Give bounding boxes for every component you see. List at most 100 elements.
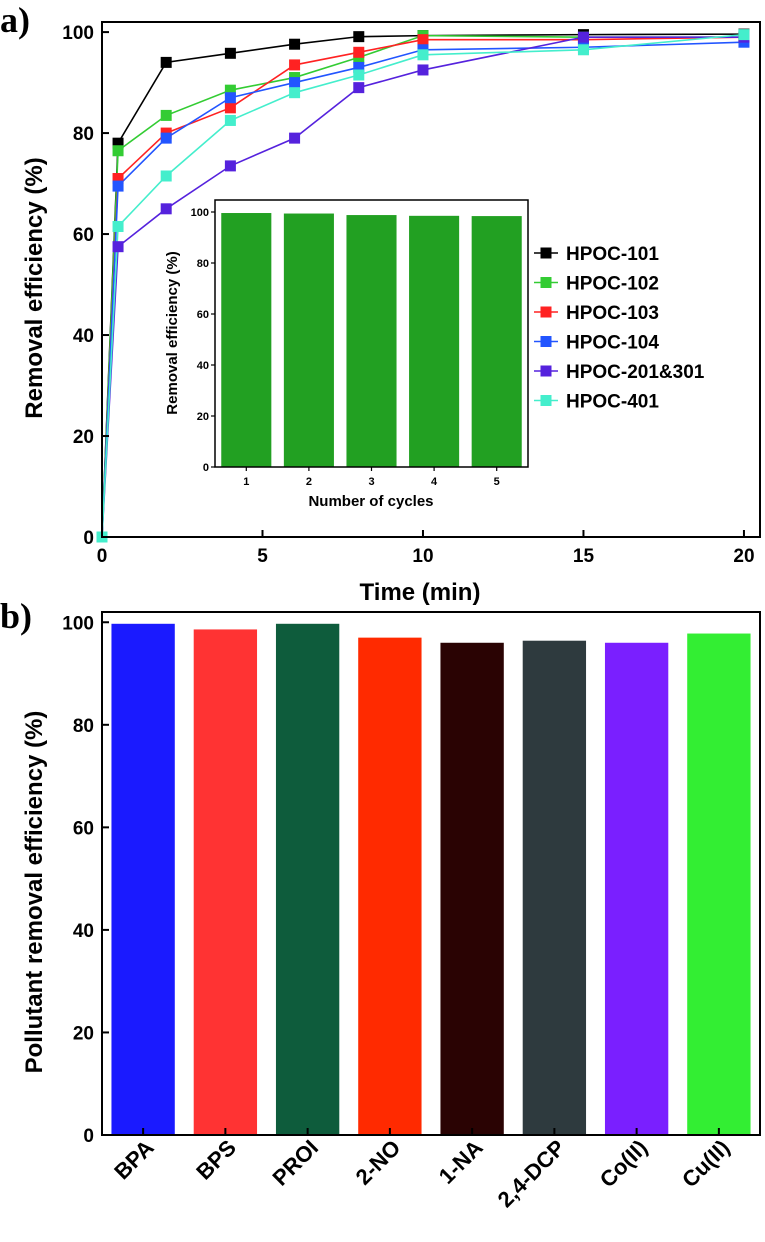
data-point-hpoc-104 [289, 77, 301, 89]
panel-a-y-axis-label: Removal efficiency (%) [21, 157, 48, 418]
inset-x-tick-label: 1 [243, 476, 249, 488]
data-point-hpoc-401 [353, 69, 365, 81]
a-x-tick-label: 5 [257, 546, 268, 567]
legend-label-hpoc-102: HPOC-102 [566, 274, 659, 295]
panel-a-y-ticks: 0 20 40 60 80 100 [62, 23, 109, 549]
legend-marker-hpoc-103 [540, 306, 552, 318]
a-y-tick-label: 80 [73, 124, 94, 145]
panel-a-legend: HPOC-101 HPOC-102 HPOC-103 HPOC-104 HPOC-201… [534, 244, 705, 413]
inset-x-tick-label: 2 [306, 476, 312, 488]
inset-y-tick-label: 80 [197, 258, 209, 270]
a-y-tick-label: 60 [73, 225, 94, 246]
a-y-tick-label: 0 [83, 528, 94, 549]
bar-2-4-dcp [522, 640, 587, 1135]
data-point-hpoc-201-301 [112, 241, 124, 253]
data-point-hpoc-102 [160, 109, 172, 121]
legend-marker-hpoc-201-301 [540, 365, 552, 377]
data-point-hpoc-102 [112, 145, 124, 157]
b-y-tick-label: 20 [73, 1023, 94, 1044]
inset-x-tick-label: 5 [494, 476, 500, 488]
data-point-hpoc-104 [112, 180, 124, 192]
data-point-hpoc-104 [224, 92, 236, 104]
inset-x-axis-label: Number of cycles [308, 493, 433, 510]
inset-bar-cycle-2 [283, 213, 334, 467]
a-y-tick-label: 40 [73, 326, 94, 347]
data-point-hpoc-103 [353, 46, 365, 58]
data-point-hpoc-101 [224, 47, 236, 59]
data-point-hpoc-401 [289, 87, 301, 99]
panel-a-frame [101, 21, 761, 538]
inset-x-tick-label: 3 [368, 476, 374, 488]
data-point-hpoc-102 [224, 84, 236, 96]
inset-x-tick-label: 4 [431, 476, 438, 488]
a-x-tick-label: 10 [412, 546, 433, 567]
inset-bar-cycle-3 [346, 215, 397, 467]
inset-y-tick-label: 60 [197, 309, 209, 321]
b-y-tick-label: 80 [73, 716, 94, 737]
data-point-hpoc-103 [289, 59, 301, 71]
data-point-hpoc-401 [112, 220, 124, 232]
data-point-hpoc-101 [289, 38, 301, 50]
inset-bars [221, 213, 522, 467]
bar-co-ii [604, 642, 669, 1135]
legend-marker-hpoc-104 [540, 336, 552, 347]
data-point-hpoc-101 [353, 31, 365, 43]
inset-bar-cycle-1 [221, 213, 272, 467]
a-x-tick-label: 0 [97, 546, 108, 567]
inset-y-ticks: 0 20 40 60 80 100 [191, 207, 215, 474]
legend-label-hpoc-201-301: HPOC-201&301 [566, 362, 705, 383]
b-y-tick-label: 100 [62, 613, 94, 634]
data-point-hpoc-201-301 [289, 132, 301, 144]
inset-y-tick-label: 0 [203, 462, 209, 474]
b-y-tick-label: 0 [83, 1126, 94, 1147]
data-point-hpoc-201-301 [577, 31, 589, 43]
legend-label-hpoc-103: HPOC-103 [566, 303, 659, 324]
legend-marker-hpoc-101 [540, 247, 552, 259]
panel-b-label: b) [0, 596, 32, 636]
panel-b-y-ticks: 0 20 40 60 80 100 [62, 613, 109, 1147]
data-point-hpoc-201-301 [160, 203, 172, 215]
data-point-hpoc-201-301 [353, 82, 365, 94]
bar-bpa [111, 623, 175, 1135]
a-y-tick-label: 20 [73, 427, 94, 448]
b-y-tick-label: 40 [73, 921, 94, 942]
data-point-hpoc-201-301 [224, 160, 236, 172]
data-point-hpoc-103 [112, 173, 124, 185]
a-x-tick-label: 20 [733, 546, 754, 567]
bar-2-no [358, 637, 422, 1135]
inset-y-tick-label: 20 [197, 411, 209, 423]
data-point-hpoc-401 [577, 44, 589, 56]
data-point-hpoc-201-301 [417, 64, 429, 76]
panel-b-bars [111, 623, 751, 1135]
bar-cu-ii [687, 633, 751, 1135]
inset-x-ticks: 1 2 3 4 5 [243, 467, 500, 488]
b-y-tick-label: 60 [73, 818, 94, 839]
bar-bps [193, 629, 258, 1135]
legend-marker-hpoc-401 [540, 395, 552, 406]
data-point-hpoc-401 [224, 114, 236, 126]
data-point-hpoc-103 [417, 34, 429, 46]
data-point-hpoc-104 [160, 132, 172, 144]
bar-1-na [440, 642, 504, 1135]
inset-chart: 1 2 3 4 5 0 20 40 60 80 100 Number of cycles Remo… [164, 199, 529, 510]
data-point-hpoc-103 [224, 102, 236, 114]
panel-b: b) BPA BPS PROI 2-NO 1-NA 2,4-DCP Co(II) Cu(II)… [0, 596, 761, 1212]
data-point-hpoc-104 [353, 61, 365, 73]
panel-b-y-axis-label: Pollutant removal efficiency (%) [21, 711, 48, 1074]
data-point-hpoc-101 [160, 56, 172, 68]
legend-label-hpoc-401: HPOC-401 [566, 392, 659, 413]
panel-a-label: a) [0, 0, 30, 40]
inset-bar-cycle-4 [409, 215, 460, 467]
a-y-tick-label: 100 [62, 23, 94, 44]
panel-b-frame [101, 611, 761, 1136]
panel-a-x-ticks: 0 5 10 15 20 [97, 530, 755, 567]
inset-y-tick-label: 100 [191, 207, 209, 219]
data-point-hpoc-401 [417, 49, 429, 61]
panel-a-series-markers [96, 28, 750, 543]
a-x-tick-label: 15 [573, 546, 595, 567]
inset-y-tick-label: 40 [197, 360, 209, 372]
data-point-hpoc-401 [738, 29, 750, 41]
legend-label-hpoc-101: HPOC-101 [566, 244, 659, 265]
